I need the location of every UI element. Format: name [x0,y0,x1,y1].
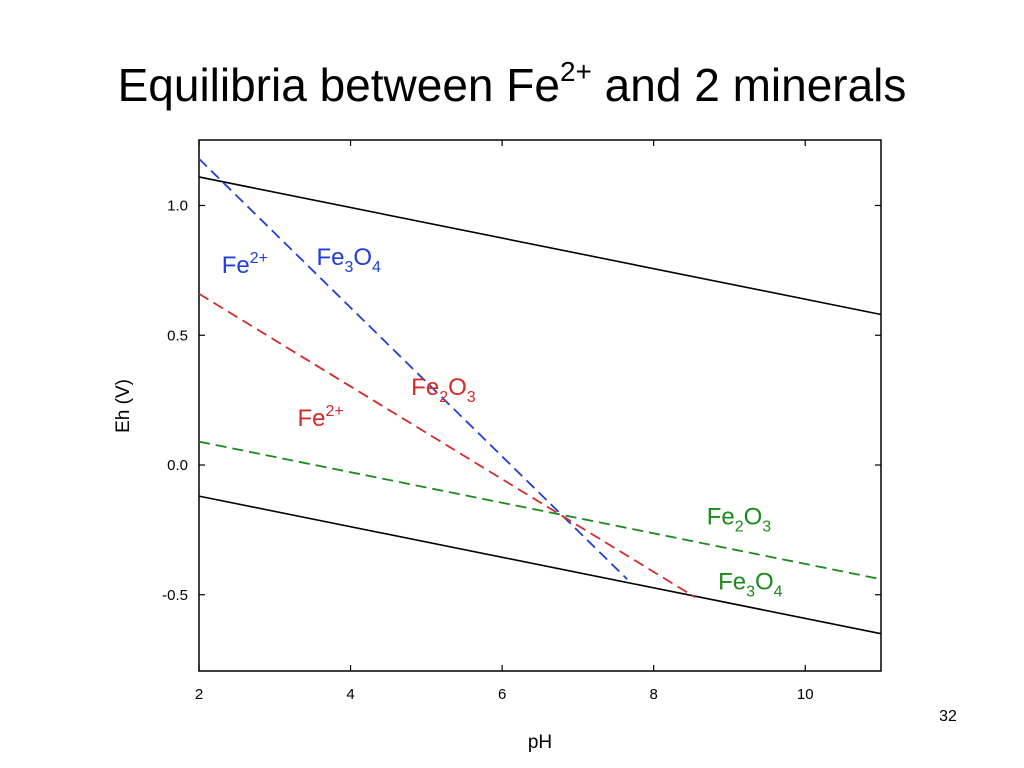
annotation-label-6: Fe3O4 [718,569,783,601]
series-line-2 [198,495,882,635]
annotation-label-4: Fe2+ [298,403,344,432]
x-tick-label: 8 [649,686,657,703]
x-tick-label: 10 [797,686,814,703]
series-line-3 [198,158,628,580]
annotation-label-1: Fe2+ [222,250,268,279]
title-main: Equilibria between Fe [117,59,560,111]
series-line-4 [198,292,696,599]
plot-frame [198,139,882,672]
page-number: 32 [939,708,957,725]
series-line-5 [198,440,882,581]
y-tick-label: 1.0 [167,198,188,215]
y-tick-label: -0.5 [162,587,188,604]
title-end: and 2 minerals [591,59,907,111]
annotation-label-5: Fe2O3 [707,504,772,536]
y-tick-label: 0.0 [167,457,188,474]
y-axis-ticks: -0.5 0.0 0.5 1.0 [162,198,881,604]
annotation-label-2: Fe3O4 [316,244,381,276]
title-superscript: 2+ [559,56,592,87]
annotation-layer: Fe2+ Fe3O4 Fe2O3 Fe2+ Fe2O3 Fe3O4 [222,244,783,600]
slide-title: Equilibria between Fe2+ and 2 minerals [0,58,1024,111]
x-tick-label: 6 [498,686,506,703]
x-axis-title: pH [528,732,552,753]
series-layer [198,158,882,635]
series-line-1 [198,176,882,316]
annotation-label-3: Fe2O3 [411,374,476,406]
y-tick-label: 0.5 [167,327,188,344]
x-axis-ticks: 2 4 6 8 10 [195,140,814,703]
y-axis-title: Eh (V) [113,379,134,433]
x-tick-label: 2 [195,686,203,703]
x-tick-label: 4 [346,686,354,703]
